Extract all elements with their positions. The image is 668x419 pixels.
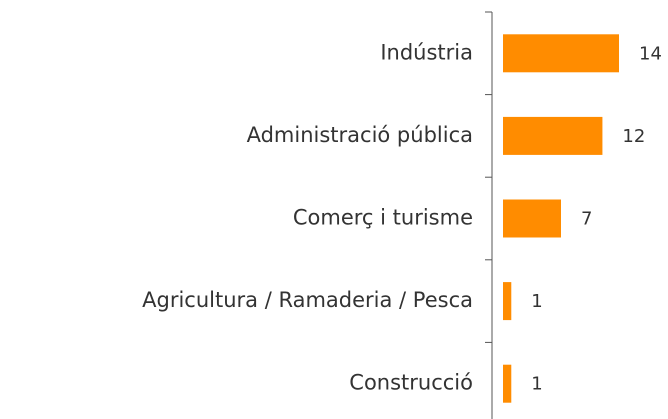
bar [503, 116, 603, 155]
value-label: 14 [639, 43, 662, 64]
category-label: Comerç i turisme [293, 206, 473, 230]
category-label: Indústria [380, 40, 473, 64]
bar [503, 364, 512, 403]
value-label: 1 [531, 291, 542, 312]
category-label: Agricultura / Ramaderia / Pesca [142, 288, 473, 312]
bar [503, 199, 561, 238]
value-label: 7 [581, 209, 592, 230]
bar [503, 34, 619, 73]
value-label: 12 [622, 126, 645, 147]
value-label: 1 [531, 374, 542, 395]
category-label: Administració pública [247, 123, 473, 147]
bar [503, 282, 512, 321]
category-label: Construcció [349, 371, 473, 395]
